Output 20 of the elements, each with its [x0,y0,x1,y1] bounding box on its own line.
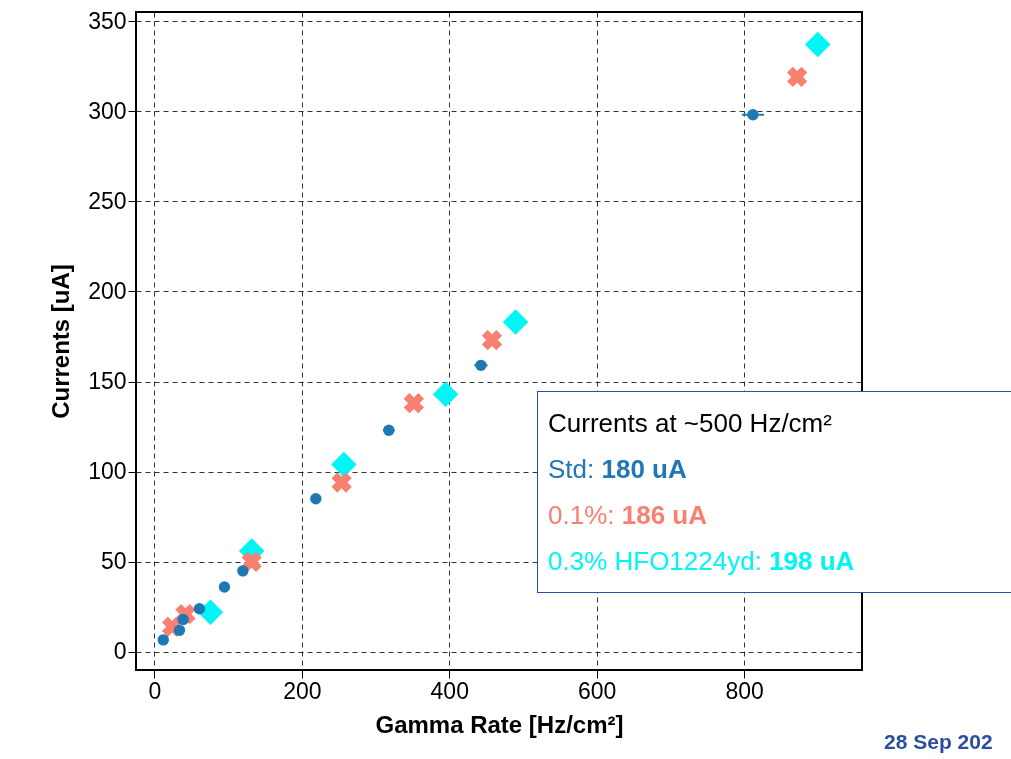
annotation: 0.1%: 186 uA [548,499,708,532]
x-tick-label: 0 [148,677,162,704]
x-tick-label: 600 [577,677,617,704]
y-tick-label: 250 [88,187,127,214]
text: 28 Sep 202 [884,730,993,754]
y-tick-label: 150 [88,368,127,395]
y-tick-label: 350 [88,7,127,34]
x-tick-label: 800 [725,677,764,704]
annotation: 0.3% HFO1224yd: 198 uA [548,545,856,578]
annotation: Std: 180 uA [548,453,688,486]
x-tick-label: 400 [430,677,469,704]
y-tick-label: 50 [100,548,127,575]
y-tick-label: 0 [113,638,127,665]
y-axis-title: Currents [uA] [47,264,75,419]
y-tick-label: 300 [88,97,127,124]
y-tick-label: 100 [88,458,127,485]
x-tick-label: 200 [283,677,322,704]
x-axis-title: Gamma Rate [Hz/cm²] [375,710,624,738]
y-tick-label: 200 [88,277,127,304]
annotation: Currents at ~500 Hz/cm² [548,407,833,440]
